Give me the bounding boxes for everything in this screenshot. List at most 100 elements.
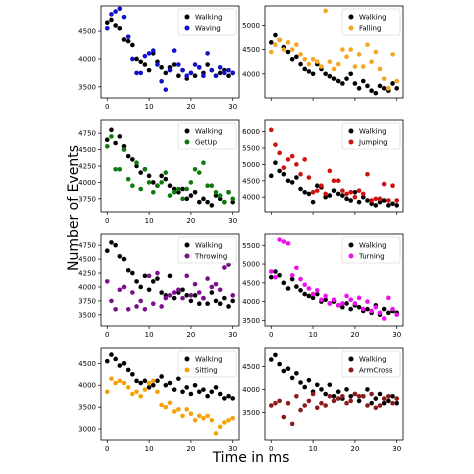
data-point (180, 186, 185, 192)
data-point (323, 403, 328, 408)
data-point (196, 199, 202, 205)
data-point (104, 248, 110, 254)
data-point (146, 273, 152, 279)
data-point (302, 403, 308, 408)
data-point (142, 306, 148, 312)
legend-marker (348, 139, 354, 145)
data-point (188, 193, 194, 198)
data-point (302, 291, 308, 297)
data-point (176, 407, 181, 412)
data-point (377, 83, 383, 89)
data-point (335, 78, 341, 84)
x-tick-label: 10 (145, 445, 154, 453)
data-point (109, 298, 114, 304)
data-point (142, 53, 148, 59)
data-point (348, 198, 354, 203)
x-tick-label: 20 (186, 217, 195, 225)
data-point (298, 407, 303, 413)
data-point (142, 378, 148, 384)
data-point (285, 366, 291, 372)
data-point (180, 196, 185, 202)
y-tick-label: 5000 (242, 261, 260, 269)
legend: Walking Throwing (177, 236, 237, 264)
data-point (394, 312, 400, 318)
data-point (323, 71, 328, 77)
data-point (356, 52, 362, 57)
series-armcross (268, 391, 400, 427)
data-point (306, 175, 312, 180)
data-point (281, 280, 287, 286)
data-point (167, 273, 173, 279)
data-point (192, 417, 198, 423)
data-point (390, 400, 395, 406)
data-point (167, 400, 173, 406)
data-point (163, 87, 169, 92)
data-point (159, 173, 164, 179)
data-point (314, 405, 320, 411)
data-point (192, 382, 198, 388)
data-point (167, 380, 173, 386)
data-point (356, 398, 362, 404)
data-point (209, 389, 215, 395)
data-point (121, 284, 127, 290)
x-tick-label: 0 (105, 445, 109, 453)
data-point (352, 301, 358, 306)
data-point (125, 34, 131, 39)
data-point (390, 183, 395, 189)
data-point (159, 78, 164, 84)
data-point (348, 398, 354, 404)
data-point (373, 203, 379, 208)
legend: Walking Waving (177, 8, 237, 36)
data-point (268, 173, 274, 179)
data-point (294, 394, 299, 399)
data-point (369, 88, 374, 94)
data-point (104, 389, 110, 395)
x-tick-label: 20 (186, 445, 195, 453)
data-point (310, 189, 316, 195)
data-point (150, 382, 156, 388)
data-point (134, 163, 139, 169)
x-tick-label: 0 (269, 331, 273, 339)
data-point (226, 417, 231, 423)
x-tick-label: 30 (228, 331, 237, 339)
data-point (134, 70, 139, 76)
data-point (273, 274, 278, 280)
data-point (109, 240, 114, 245)
series-falling (268, 8, 400, 91)
data-point (217, 301, 223, 306)
data-point (125, 385, 131, 390)
data-point (192, 293, 198, 298)
data-point (176, 189, 181, 195)
data-point (192, 189, 198, 195)
y-tick-label: 4000 (242, 298, 260, 306)
legend-marker (184, 25, 190, 31)
legend-marker (348, 14, 354, 20)
data-point (323, 191, 328, 197)
data-point (352, 194, 358, 200)
data-point (360, 306, 366, 312)
legend-label: Jumping (358, 139, 388, 147)
data-point (381, 306, 387, 312)
data-point (302, 157, 308, 162)
y-tick-label: 4000 (78, 283, 96, 291)
data-point (159, 290, 164, 295)
data-point (390, 201, 395, 207)
data-point (109, 376, 114, 381)
data-point (314, 382, 320, 388)
data-point (130, 56, 135, 62)
data-point (188, 391, 194, 397)
data-point (150, 48, 156, 53)
data-point (386, 398, 391, 404)
data-point (335, 191, 341, 197)
series-walking (104, 352, 236, 401)
data-point (294, 284, 299, 289)
data-point (125, 306, 131, 312)
legend-marker (348, 253, 354, 259)
data-point (335, 303, 341, 308)
series-turning (268, 237, 400, 321)
data-point (163, 70, 169, 76)
data-point (104, 279, 110, 284)
data-point (289, 273, 295, 278)
data-point (331, 66, 337, 72)
